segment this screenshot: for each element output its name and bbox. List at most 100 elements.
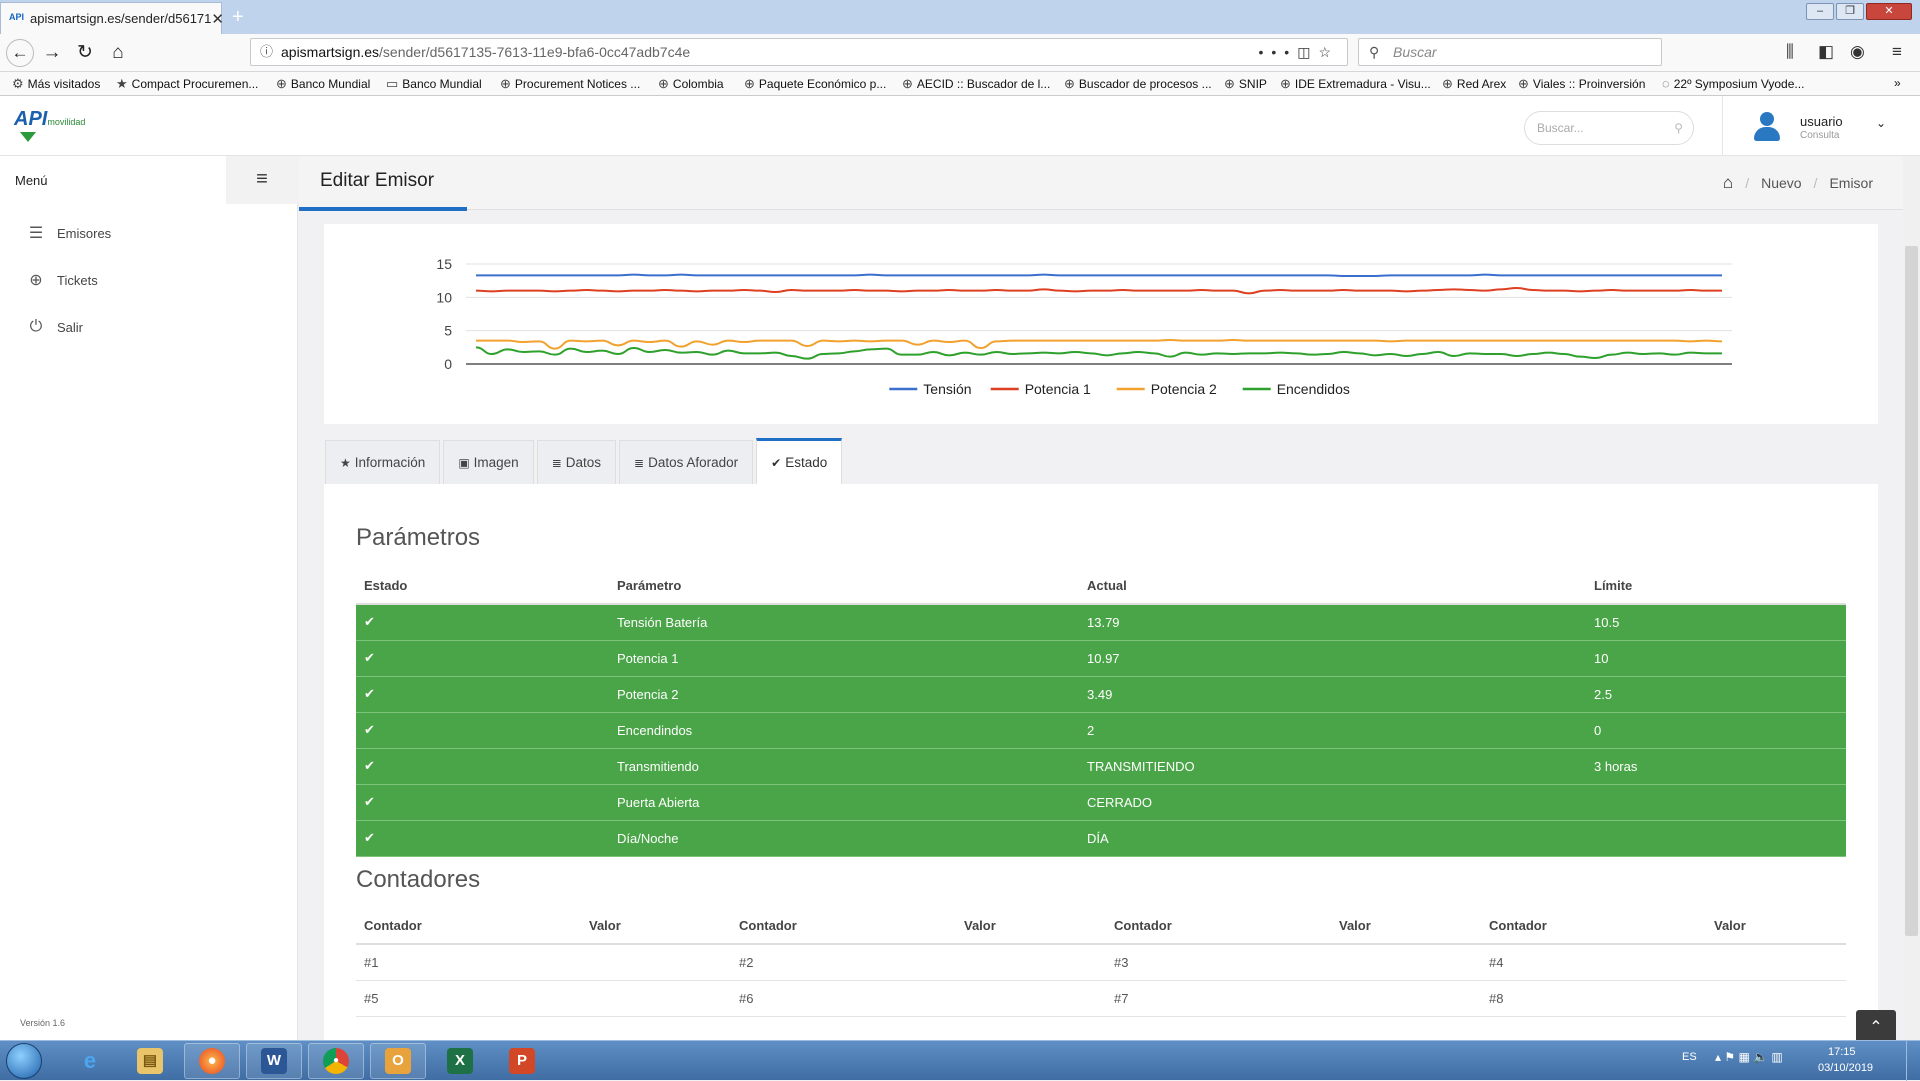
counter-cell: #4: [1481, 944, 1706, 981]
bookmark-item[interactable]: ⊕ Viales :: Proinversión: [1518, 76, 1646, 91]
show-desktop-button[interactable]: [1906, 1041, 1918, 1081]
url-bar[interactable]: ⓘ apismartsign.es/sender/d5617135-7613-1…: [250, 38, 1348, 66]
status-cell: ✔: [356, 784, 609, 821]
chevron-down-icon[interactable]: ⌄: [1876, 116, 1887, 130]
sidebar-item-emisores[interactable]: ☰ Emisores: [0, 210, 298, 256]
new-tab-button[interactable]: +: [232, 6, 244, 28]
sidebar-item-tickets[interactable]: ⊕ Tickets: [0, 257, 298, 303]
bookmark-item[interactable]: ⊕ IDE Extremadura - Visu...: [1280, 76, 1431, 91]
firefox-icon[interactable]: ●: [184, 1043, 240, 1079]
sidebar-item-label: Salir: [57, 319, 84, 335]
browser-search-placeholder: Buscar: [1393, 44, 1437, 60]
tab-imagen[interactable]: ▣ Imagen: [443, 440, 534, 484]
column-header: Contador: [731, 908, 956, 945]
bookmark-item[interactable]: ⊕ SNIP: [1224, 76, 1267, 91]
bookmark-item[interactable]: ⊕ Buscador de procesos ...: [1064, 76, 1212, 91]
close-window-button[interactable]: ✕: [1866, 3, 1912, 20]
tray-icons[interactable]: ▴ ⚑ ▦ 🔈 ▥: [1715, 1050, 1783, 1064]
browser-tab[interactable]: API apismartsign.es/sender/d56171 ✕: [0, 2, 224, 34]
scrollbar-thumb[interactable]: [1905, 246, 1918, 936]
limit-cell: 10.5: [1586, 604, 1846, 641]
url-path: /sender/d5617135-7613-11e9-bfa6-0cc47adb…: [379, 44, 691, 60]
bookmark-item[interactable]: ⊕ Red Arex: [1442, 76, 1507, 91]
tab-datos[interactable]: ≣ Datos: [536, 440, 617, 484]
breadcrumb-item[interactable]: Nuevo: [1761, 175, 1802, 191]
restore-window-button[interactable]: ❐: [1836, 3, 1864, 20]
back-arrow-icon[interactable]: ←: [6, 39, 34, 67]
clock-date[interactable]: 03/10/2019: [1818, 1062, 1874, 1074]
browser-tab-bar: API apismartsign.es/sender/d56171 ✕ + – …: [0, 0, 1920, 34]
column-header: Valor: [956, 908, 1106, 945]
app-search-input[interactable]: Buscar... ⚲: [1524, 111, 1694, 145]
bookmark-item[interactable]: ⊕ Procurement Notices ...: [500, 76, 641, 91]
sidebar-toggle-icon[interactable]: ◧: [1818, 42, 1835, 61]
language-indicator[interactable]: ES: [1682, 1051, 1697, 1063]
line-chart: 0 5 10 15 Tensión Potencia 1 Potencia 2 Encendi…: [436, 256, 1732, 397]
series-line: [475, 346, 1722, 360]
site-favicon-icon: API: [9, 11, 25, 22]
status-cell: ✔: [356, 640, 609, 677]
breadcrumb-item: Emisor: [1829, 175, 1873, 191]
close-tab-icon[interactable]: ✕: [211, 10, 224, 28]
excel-icon[interactable]: X: [432, 1043, 488, 1079]
bookmark-item[interactable]: ◌ 22º Symposium Vyode...: [1662, 76, 1805, 91]
bookmark-item[interactable]: ★ Compact Procuremen...: [116, 76, 259, 91]
page-actions-icon[interactable]: •••: [1258, 44, 1298, 60]
table-row: ✔ Día/Noche DÍA: [356, 820, 1846, 857]
actual-cell: TRANSMITIENDO: [1079, 748, 1586, 785]
clock-time[interactable]: 17:15: [1828, 1046, 1856, 1058]
reload-icon[interactable]: ↻: [77, 42, 93, 63]
actual-cell: 10.97: [1079, 640, 1586, 677]
counter-cell: #2: [731, 944, 956, 981]
table-row: ✔ Puerta Abierta CERRADO: [356, 784, 1846, 821]
library-icon[interactable]: ⫼: [1786, 42, 1794, 61]
bookmark-item[interactable]: ⚙ Más visitados: [12, 76, 101, 91]
bookmark-item[interactable]: ⊕ AECID :: Buscador de l...: [902, 76, 1051, 91]
info-icon[interactable]: ⓘ: [260, 44, 274, 59]
powerpoint-icon[interactable]: P: [494, 1043, 550, 1079]
actual-cell: 13.79: [1079, 604, 1586, 641]
forward-arrow-icon[interactable]: →: [42, 42, 62, 63]
home-icon[interactable]: ⌂: [1722, 173, 1734, 192]
column-header: Valor: [581, 908, 731, 945]
param-cell: Potencia 1: [609, 640, 1079, 677]
chart-panel: 0 5 10 15 Tensión Potencia 1 Potencia 2 Encendi…: [324, 224, 1878, 424]
bookmarks-overflow-icon[interactable]: »: [1894, 76, 1901, 90]
tab-informacion[interactable]: ★ Información: [325, 440, 441, 484]
menu-icon[interactable]: ≡: [1892, 42, 1902, 61]
app-logo[interactable]: APImovilidad: [14, 108, 85, 142]
account-icon[interactable]: ◉: [1850, 42, 1865, 61]
tab-estado[interactable]: ✔ Estado: [756, 438, 843, 484]
globe-icon: ⊕: [1064, 76, 1075, 91]
sidebar-item-salir[interactable]: ⏻ Salir: [0, 304, 298, 350]
bookmark-star-icon[interactable]: ☆: [1318, 44, 1339, 60]
page-header: Editar Emisor ⌂ / Nuevo / Emisor: [299, 156, 1903, 211]
column-header: Límite: [1586, 568, 1846, 605]
bookmark-item[interactable]: ▭ Banco Mundial: [386, 76, 482, 91]
pocket-icon[interactable]: ◫: [1297, 44, 1319, 60]
user-name[interactable]: usuario: [1800, 114, 1843, 129]
scroll-to-top-button[interactable]: ⌃: [1856, 1010, 1896, 1040]
tab-datos-aforador[interactable]: ≣ Datos Aforador: [619, 440, 754, 484]
word-icon[interactable]: W: [246, 1043, 302, 1079]
bookmark-item[interactable]: ⊕ Paquete Económico p...: [744, 76, 887, 91]
start-button[interactable]: [6, 1043, 42, 1079]
actual-cell: 2: [1079, 712, 1586, 749]
chrome-icon[interactable]: ●: [308, 1043, 364, 1079]
list-icon: ☰: [28, 225, 44, 242]
outlook-icon[interactable]: O: [370, 1043, 426, 1079]
check-icon: ✔: [364, 650, 375, 665]
page-scrollbar[interactable]: [1903, 156, 1920, 1040]
hamburger-icon[interactable]: ≡: [226, 156, 298, 204]
search-icon[interactable]: ⚲: [1674, 121, 1683, 135]
browser-search-field[interactable]: ⚲ Buscar: [1358, 38, 1662, 66]
y-tick-label: 15: [436, 256, 452, 272]
bookmark-item[interactable]: ⊕ Colombia: [658, 76, 724, 91]
bookmark-item[interactable]: ⊕ Banco Mundial: [276, 76, 371, 91]
minimize-window-button[interactable]: –: [1806, 3, 1834, 20]
limit-cell: [1586, 820, 1846, 857]
user-avatar-icon[interactable]: [1752, 112, 1782, 142]
ie-icon[interactable]: e: [83, 1048, 97, 1073]
explorer-icon[interactable]: ▤: [122, 1043, 178, 1079]
home-icon[interactable]: ⌂: [112, 42, 124, 63]
